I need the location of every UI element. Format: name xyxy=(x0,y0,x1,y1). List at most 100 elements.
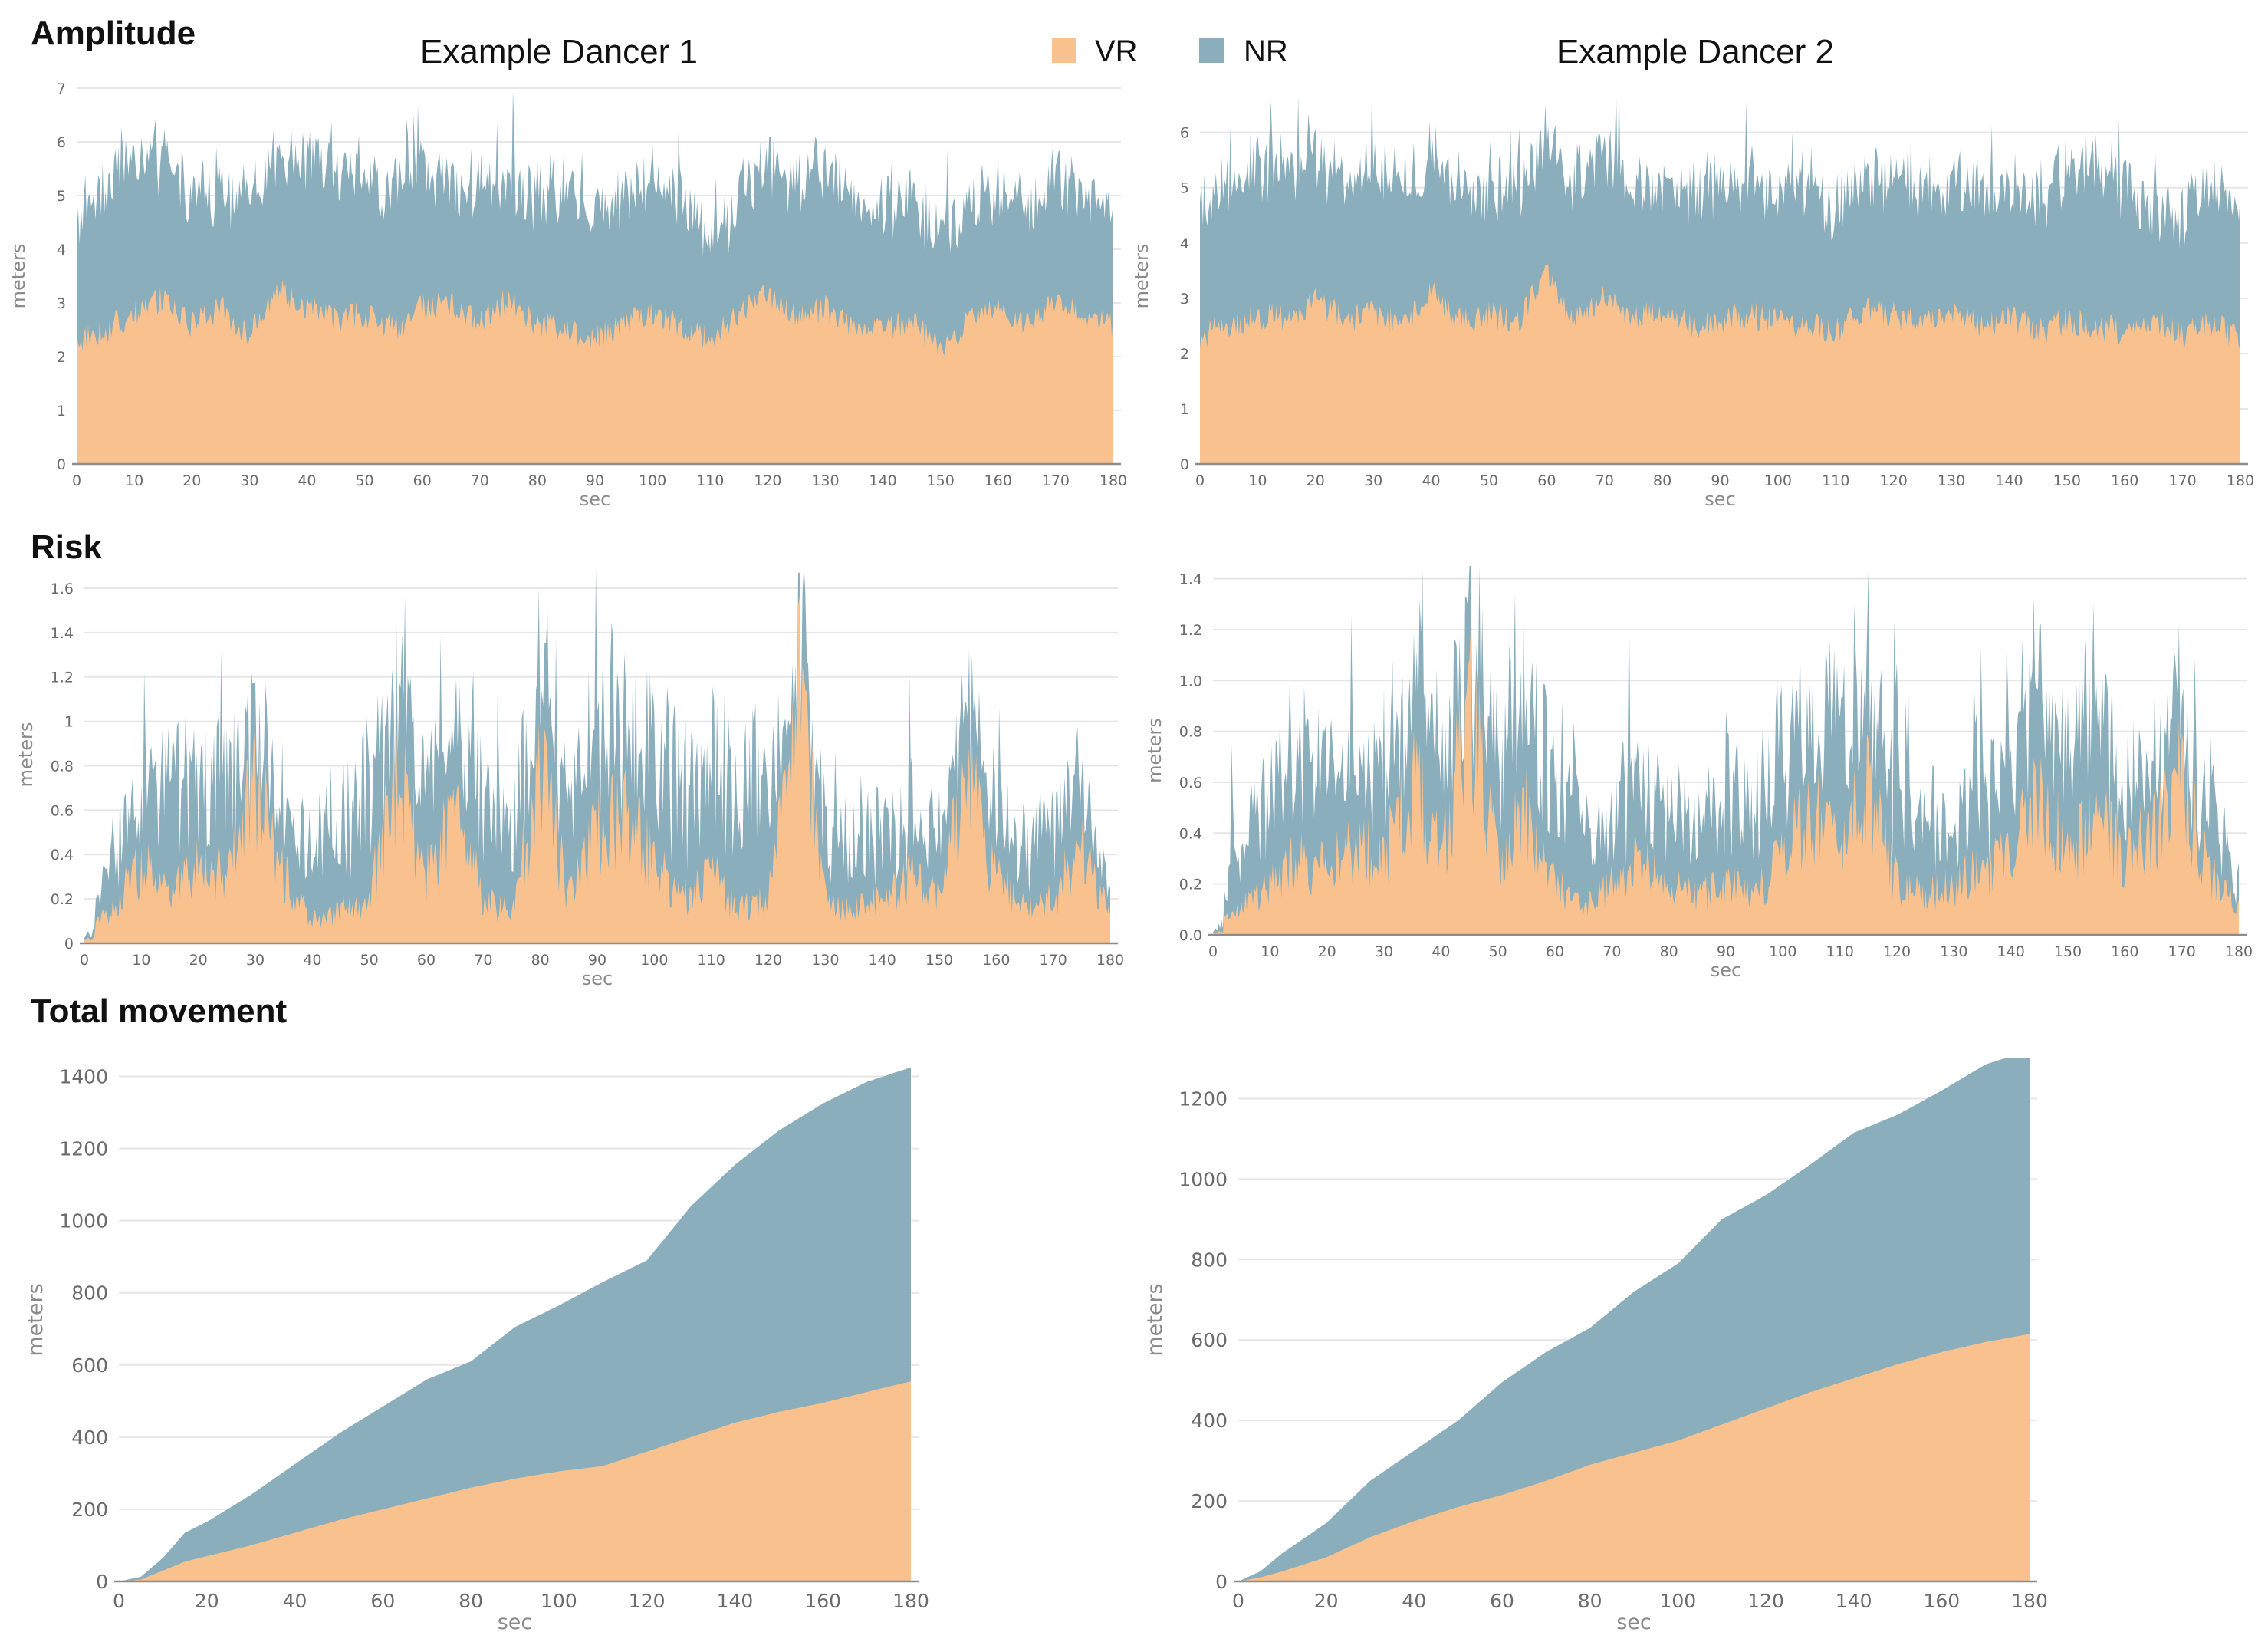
x-tick-label: 120 xyxy=(754,952,782,969)
y-tick-label: 1000 xyxy=(59,1210,108,1232)
y-tick-label: 4 xyxy=(57,242,66,258)
x-tick-label: 150 xyxy=(927,472,955,489)
x-tick-label: 40 xyxy=(1402,1590,1426,1612)
x-tick-label: 50 xyxy=(360,952,379,969)
legend-swatch-vr xyxy=(1052,38,1076,63)
x-tick-label: 110 xyxy=(1826,943,1854,960)
y-tick-label: 0.6 xyxy=(1179,775,1202,791)
x-axis-label: sec xyxy=(1711,959,1741,981)
legend-label-vr: VR xyxy=(1095,35,1138,68)
y-axis-label: meters xyxy=(1131,244,1152,309)
x-tick-label: 70 xyxy=(471,472,489,489)
x-tick-label: 110 xyxy=(698,952,725,969)
x-tick-label: 100 xyxy=(1659,1590,1696,1612)
x-tick-label: 60 xyxy=(413,472,432,489)
x-tick-label: 140 xyxy=(1836,1590,1872,1612)
x-tick-label: 180 xyxy=(2011,1590,2048,1612)
y-tick-label: 400 xyxy=(71,1426,108,1449)
y-tick-label: 1200 xyxy=(1178,1088,1228,1110)
y-tick-label: 0.0 xyxy=(1179,927,1202,944)
y-tick-label: 0 xyxy=(64,936,74,953)
x-tick-label: 120 xyxy=(1747,1590,1784,1612)
x-tick-label: 160 xyxy=(804,1590,841,1612)
x-tick-label: 80 xyxy=(1660,943,1678,960)
x-tick-label: 0 xyxy=(1208,943,1218,960)
x-tick-label: 180 xyxy=(1099,472,1127,489)
x-tick-label: 120 xyxy=(629,1590,666,1612)
x-tick-label: 160 xyxy=(2111,943,2138,960)
y-tick-label: 0.2 xyxy=(51,891,74,908)
series-area-vr xyxy=(77,279,1113,464)
y-tick-label: 0 xyxy=(57,456,66,473)
x-tick-label: 10 xyxy=(125,472,143,489)
y-tick-label: 4 xyxy=(1180,235,1189,252)
x-tick-label: 170 xyxy=(2168,472,2196,489)
y-tick-label: 0.2 xyxy=(1179,877,1202,893)
x-tick-label: 140 xyxy=(869,472,896,489)
x-tick-label: 100 xyxy=(1764,472,1792,489)
x-tick-label: 30 xyxy=(246,952,265,969)
x-tick-label: 10 xyxy=(1261,943,1279,960)
x-tick-label: 170 xyxy=(1042,472,1070,489)
x-tick-label: 40 xyxy=(297,472,316,489)
x-tick-label: 160 xyxy=(1923,1590,1960,1612)
x-tick-label: 30 xyxy=(240,472,258,489)
y-axis-label: meters xyxy=(1144,718,1165,783)
y-tick-label: 800 xyxy=(71,1282,108,1305)
x-tick-label: 110 xyxy=(1822,472,1849,489)
x-tick-label: 10 xyxy=(132,952,150,969)
x-tick-label: 130 xyxy=(1938,472,1965,489)
y-tick-label: 1000 xyxy=(1178,1168,1228,1190)
y-axis-label: meters xyxy=(8,244,29,309)
x-tick-label: 50 xyxy=(1480,472,1498,489)
y-tick-label: 2 xyxy=(1180,346,1189,363)
x-tick-label: 120 xyxy=(754,472,781,489)
x-tick-label: 60 xyxy=(1537,472,1556,489)
x-tick-label: 40 xyxy=(283,1590,307,1612)
x-tick-label: 80 xyxy=(528,472,547,489)
x-tick-label: 170 xyxy=(1040,952,1067,969)
dancer-1-title: Example Dancer 1 xyxy=(420,33,698,71)
series-area-vr xyxy=(1213,622,2239,935)
x-tick-label: 0 xyxy=(1195,472,1205,489)
x-tick-label: 120 xyxy=(1880,472,1908,489)
x-tick-label: 100 xyxy=(639,472,666,489)
y-tick-label: 1400 xyxy=(59,1066,108,1088)
x-tick-label: 20 xyxy=(195,1590,219,1612)
x-tick-label: 70 xyxy=(474,952,492,969)
chart-total2: 0 200 400 600 800 1000 1200 0 20 40 60 80 100 120 140 1… xyxy=(1143,1058,2048,1634)
x-tick-label: 150 xyxy=(925,952,953,969)
x-tick-label: 40 xyxy=(1431,943,1450,960)
x-tick-label: 80 xyxy=(459,1590,483,1612)
legend: VR NR xyxy=(1052,35,1288,68)
y-tick-label: 200 xyxy=(1191,1490,1228,1512)
x-tick-label: 170 xyxy=(2168,943,2196,960)
x-axis-label: sec xyxy=(580,489,610,510)
y-tick-label: 1.4 xyxy=(51,625,74,642)
x-tick-label: 130 xyxy=(811,472,839,489)
y-tick-label: 600 xyxy=(71,1354,108,1377)
y-tick-label: 7 xyxy=(57,81,66,97)
x-tick-label: 100 xyxy=(1769,943,1796,960)
x-tick-label: 30 xyxy=(1364,472,1382,489)
x-tick-label: 100 xyxy=(541,1590,577,1612)
x-tick-label: 130 xyxy=(1940,943,1967,960)
x-tick-label: 90 xyxy=(1711,472,1729,489)
series-area-vr xyxy=(1238,1334,2030,1581)
y-tick-label: 5 xyxy=(57,188,66,205)
chart-risk2: 0.0 0.2 0.4 0.6 0.8 1.0 1.2 1.4 0 10 20 30 40 50 60 70 8… xyxy=(1144,566,2253,981)
y-tick-label: 0 xyxy=(1215,1571,1228,1593)
x-tick-label: 130 xyxy=(811,952,839,969)
x-tick-label: 0 xyxy=(113,1590,125,1612)
y-tick-label: 0.8 xyxy=(51,758,74,775)
x-tick-label: 60 xyxy=(1490,1590,1514,1612)
x-tick-label: 60 xyxy=(1546,943,1564,960)
x-axis-label: sec xyxy=(582,968,613,989)
y-tick-label: 6 xyxy=(1180,125,1189,142)
x-tick-label: 20 xyxy=(1307,472,1325,489)
x-tick-label: 140 xyxy=(1997,943,2025,960)
y-tick-label: 1.4 xyxy=(1179,571,1202,588)
x-tick-label: 140 xyxy=(869,952,896,969)
